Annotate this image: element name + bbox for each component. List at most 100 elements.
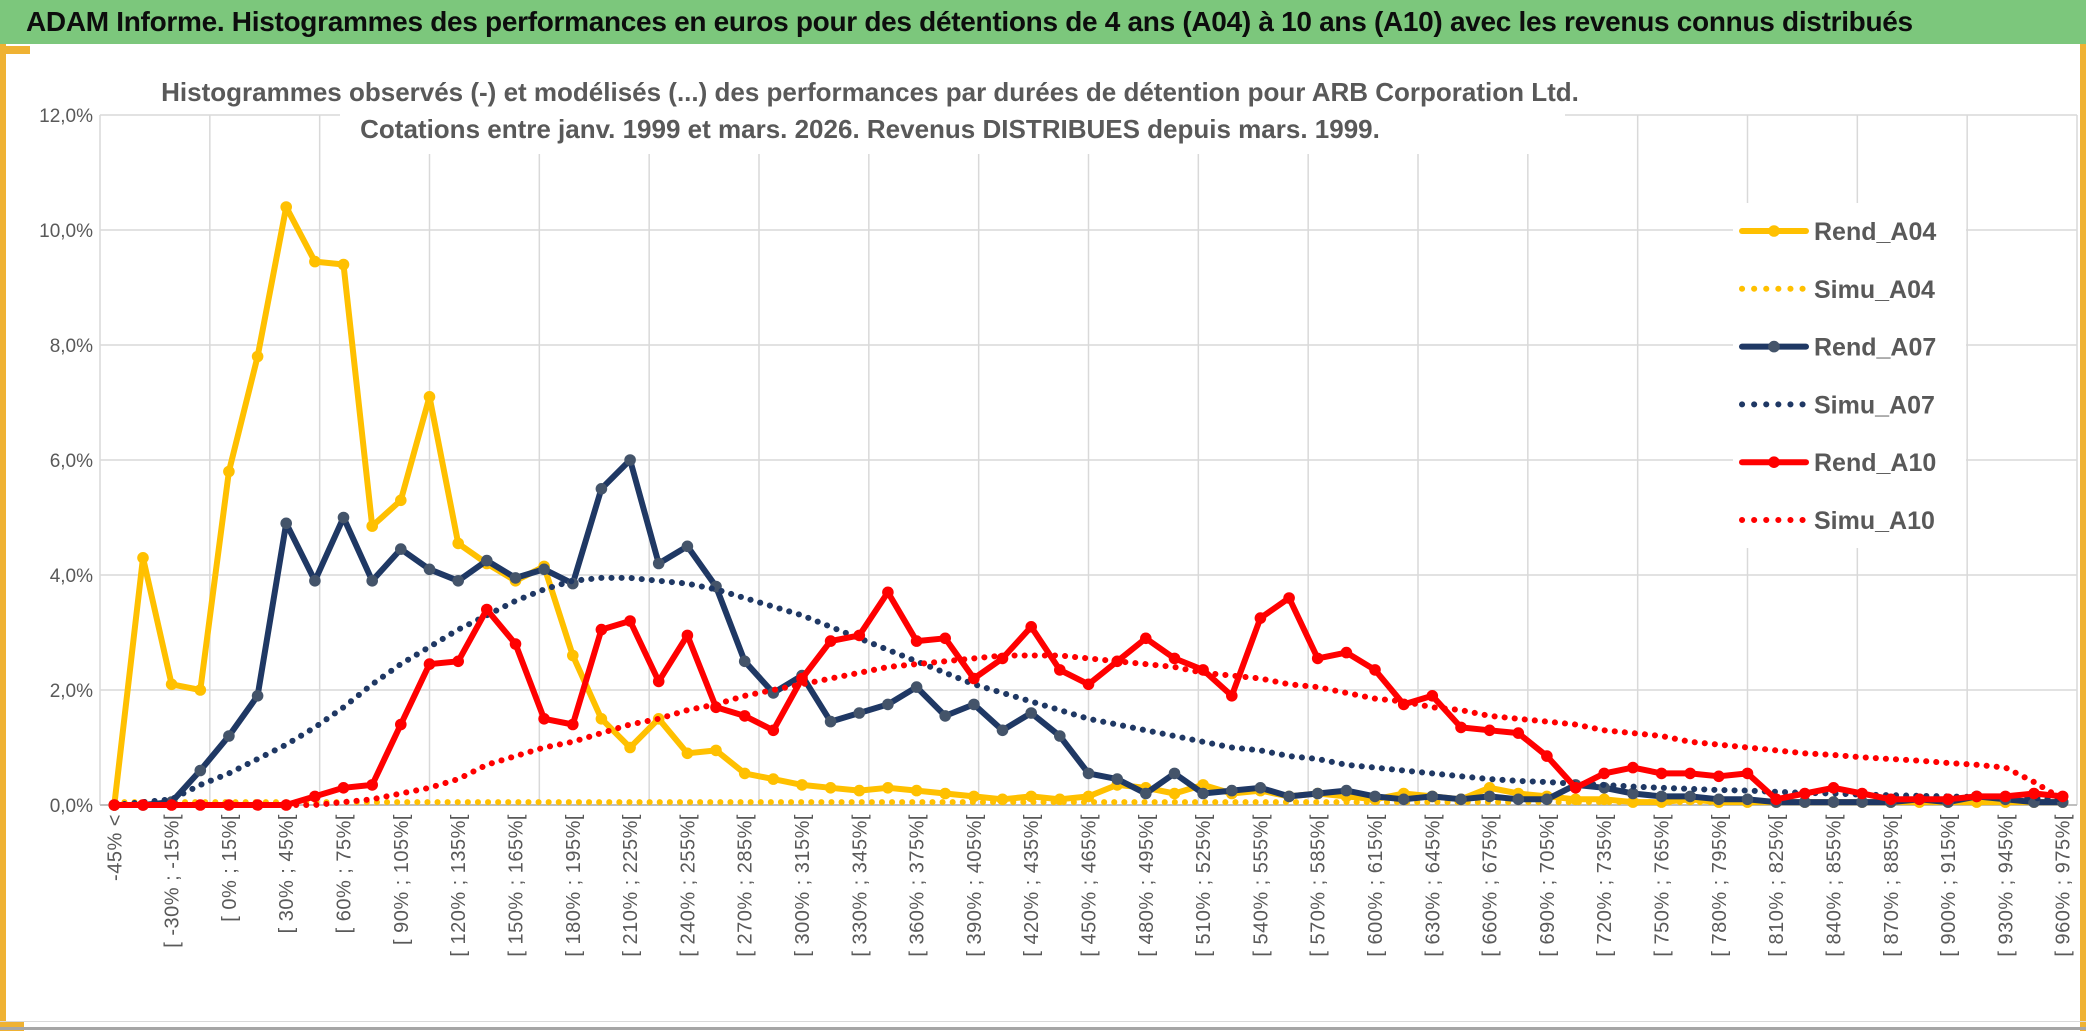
series-marker-rend_a07 [1483,790,1496,803]
series-marker-rend_a10 [1799,787,1811,800]
x-tick-label: [ 270% ; 285%[ [735,814,757,957]
sheet-border-left [0,44,6,1031]
series-marker-rend_a10 [452,655,465,668]
series-marker-rend_a10 [968,672,980,685]
x-tick-label: [ 900% ; 915%[ [1938,814,1960,957]
series-marker-rend_a07 [423,563,436,576]
legend-item-rend_a07[interactable]: Rend_A07 [1739,334,1936,362]
series-marker-rend_a10 [1741,767,1754,780]
series-marker-rend_a07 [968,698,980,711]
series-marker-rend_a07 [853,707,866,719]
series-marker-rend_a07 [939,710,951,722]
series-marker-rend_a07 [509,572,522,584]
x-tick-label: [ 180% ; 195%[ [563,814,585,957]
series-marker-rend_a07 [1856,796,1868,808]
series-marker-rend_a10 [1311,652,1324,665]
series-marker-rend_a07 [1168,767,1181,780]
series-marker-rend_a07 [1799,796,1811,808]
y-tick-label: 8,0% [50,336,93,357]
series-marker-rend_a07 [366,575,379,587]
series-marker-rend_a07 [1054,730,1066,742]
series-marker-rend_a10 [1140,632,1152,645]
series-marker-rend_a04 [624,741,636,754]
series-marker-rend_a10 [1970,790,1983,803]
series-marker-rend_a07 [824,715,837,728]
series-marker-rend_a10 [1254,612,1267,624]
x-tick-label: [ 780% ; 795%[ [1709,814,1731,957]
series-marker-rend_a07 [223,730,235,742]
series-marker-rend_a04 [767,773,780,785]
series-marker-rend_a07 [251,690,264,702]
series-marker-rend_a10 [1856,787,1868,800]
series-marker-rend_a04 [423,391,436,403]
sheet-border-corner-topleft [0,46,30,54]
series-marker-rend_a04 [681,747,694,760]
series-marker-rend_a10 [194,799,207,811]
series-marker-rend_a10 [395,718,407,731]
legend-marker-rend_a04 [1768,225,1780,237]
sheet-divider-line [0,1021,2086,1022]
legend-item-simu_a10[interactable]: Simu_A10 [1739,507,1935,535]
series-marker-rend_a04 [165,678,178,691]
series-marker-rend_a04 [1082,790,1095,803]
legend-item-rend_a10[interactable]: Rend_A10 [1739,449,1936,477]
series-marker-rend_a10 [1713,770,1725,783]
x-tick-label: [ 60% ; 75%[ [334,814,356,933]
y-tick-label: 10,0% [39,221,93,242]
series-marker-rend_a10 [1913,793,1926,806]
series-marker-rend_a10 [1627,761,1639,774]
x-tick-label: [ 330% ; 345%[ [849,814,871,957]
series-marker-rend_a10 [1082,678,1095,691]
series-marker-rend_a10 [652,675,665,688]
series-marker-rend_a07 [1340,784,1353,797]
series-marker-rend_a10 [337,782,350,794]
x-tick-label: [ 930% ; 945%[ [1995,814,2017,957]
chart-title-backdrop [340,64,1565,154]
series-marker-rend_a07 [1741,793,1754,806]
x-tick-label: [ 480% ; 495%[ [1136,814,1158,957]
series-marker-rend_a10 [1340,646,1353,659]
series-marker-rend_a07 [652,557,665,570]
series-marker-rend_a04 [137,552,149,564]
x-tick-label: [ 750% ; 765%[ [1652,814,1674,957]
series-lines [108,201,2069,811]
x-tick-label: [ 420% ; 435%[ [1021,814,1043,957]
x-tick-label: [ 810% ; 825%[ [1766,814,1788,957]
chart-legend: Rend_A04 Simu_A04 Rend_A07 Simu_A07 Rend_A10… [1733,203,1966,548]
x-tick-label: [ 540% ; 555%[ [1250,814,1272,957]
series-marker-rend_a10 [1942,793,1954,806]
series-marker-rend_a07 [595,483,608,495]
legend-label: Rend_A04 [1814,218,1936,246]
legend-item-simu_a07[interactable]: Simu_A07 [1739,391,1935,419]
x-tick-label: [ 960% ; 975%[ [2053,814,2075,957]
series-marker-rend_a10 [309,790,321,803]
x-tick-label: [ 510% ; 525%[ [1193,814,1215,957]
series-marker-rend_a10 [1999,790,2012,803]
series-marker-rend_a10 [366,779,379,791]
series-marker-rend_a10 [1655,767,1668,780]
series-marker-rend_a07 [996,724,1009,737]
x-tick-label: [ 630% ; 645%[ [1422,814,1444,957]
x-tick-label: [ 360% ; 375%[ [907,814,929,957]
legend-item-simu_a04[interactable]: Simu_A04 [1739,276,1935,304]
series-marker-rend_a07 [1713,793,1725,806]
series-marker-rend_a07 [910,681,923,693]
x-tick-label: [ 210% ; 225%[ [620,814,642,957]
series-marker-rend_a10 [1283,592,1295,604]
legend-label: Rend_A10 [1814,449,1936,477]
series-marker-rend_a07 [624,454,636,466]
series-marker-rend_a07 [1397,793,1410,806]
series-marker-rend_a04 [280,201,293,213]
legend-marker-rend_a07 [1768,340,1780,353]
series-marker-rend_a10 [2028,787,2040,800]
series-marker-rend_a10 [910,635,923,647]
sheet-border-corner-bottomleft [0,1021,24,1031]
series-marker-rend_a10 [1168,652,1181,665]
series-marker-rend_a10 [595,623,608,636]
series-marker-rend_a10 [1226,690,1238,702]
legend-item-rend_a04[interactable]: Rend_A04 [1739,218,1936,246]
x-tick-label: [ 720% ; 735%[ [1594,814,1616,957]
series-marker-rend_a04 [796,779,808,791]
